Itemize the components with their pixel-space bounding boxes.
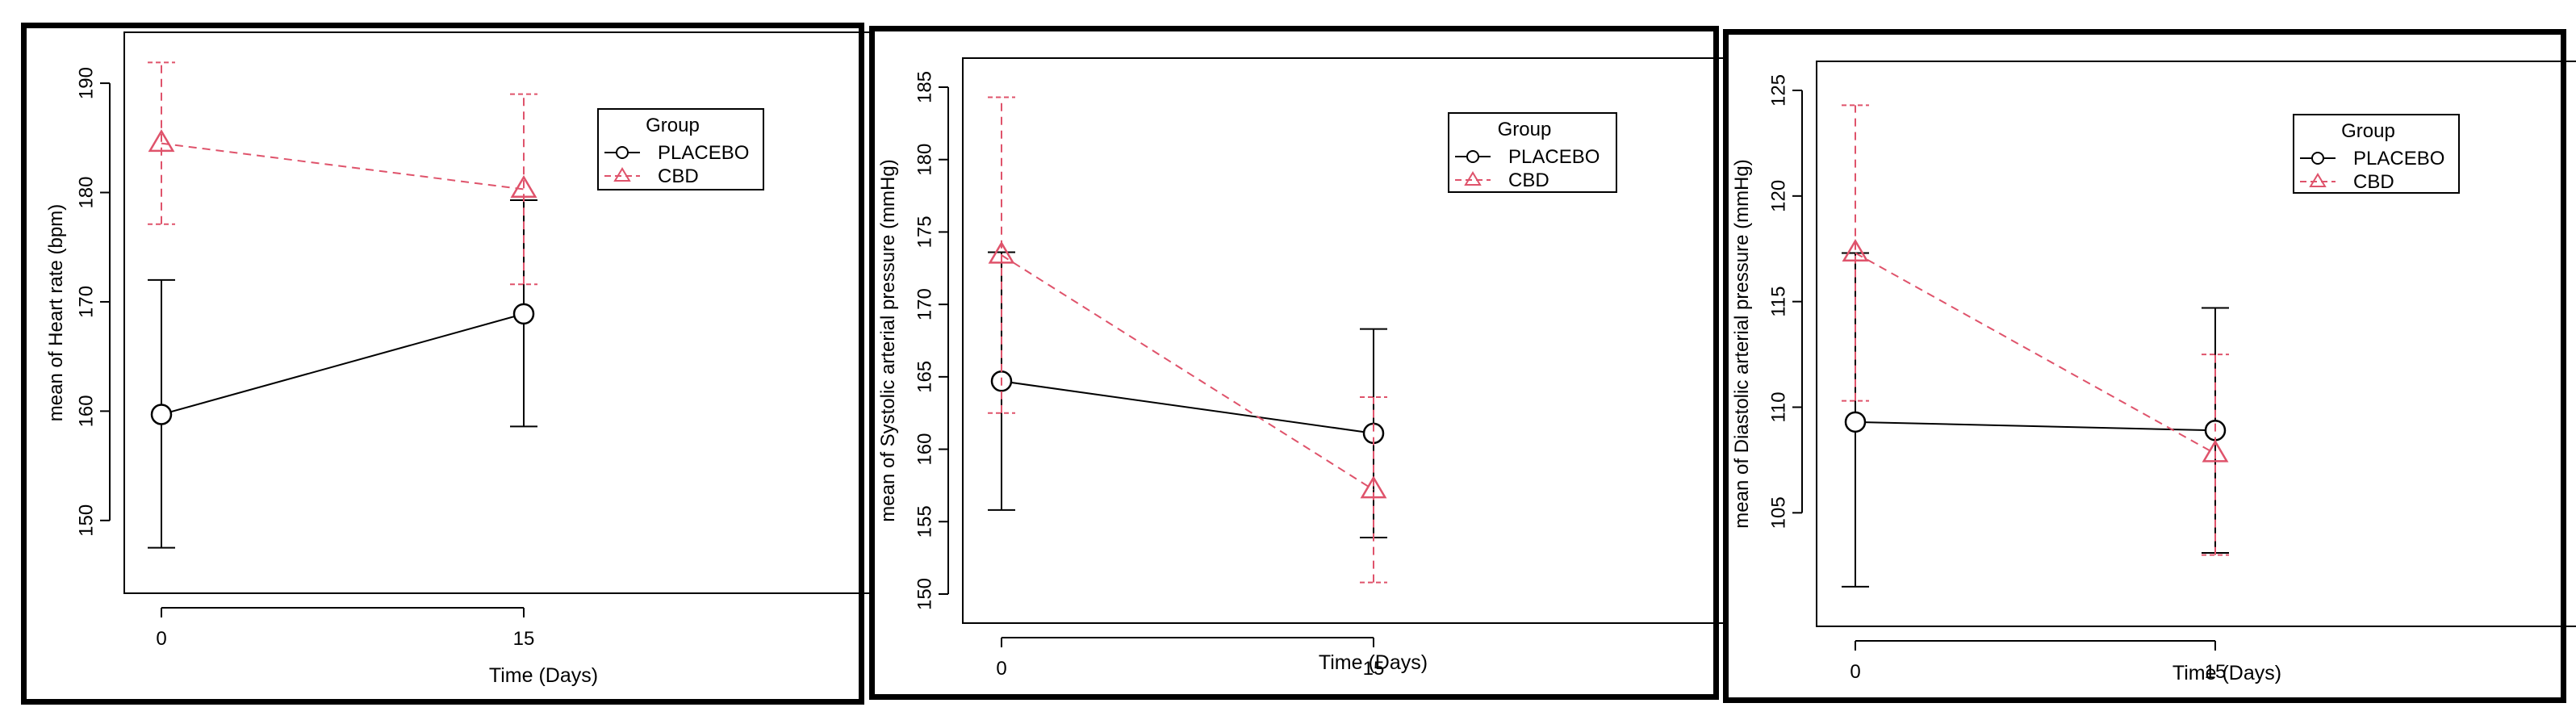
legend-label: CBD — [2353, 171, 2394, 193]
y-tick-label: 120 — [1767, 180, 1789, 212]
series-line — [161, 142, 525, 190]
y-tick-label: 180 — [75, 176, 97, 208]
y-tick-label: 180 — [914, 144, 935, 176]
chart-panel-heart-rate: 150 160 170 180 190 0 15 Time (Days) mean of Hea… — [21, 23, 964, 705]
series-line — [1855, 252, 2216, 454]
data-point-cbd — [1842, 239, 1869, 262]
x-axis-title: Time (Days) — [1319, 651, 1428, 674]
data-point-placebo — [150, 404, 173, 425]
y-axis-title: mean of Systolic arterial pressure (mmHg… — [877, 159, 899, 521]
y-tick-label: 165 — [914, 361, 935, 393]
x-tick-label: 0 — [996, 658, 1006, 680]
legend-title: Group — [646, 115, 700, 136]
y-tick-label: 105 — [1767, 496, 1789, 529]
series-line — [1001, 380, 1374, 434]
series-line — [1001, 254, 1374, 491]
legend-marker-triangle — [2309, 173, 2327, 187]
x-axis-title: Time (Days) — [2172, 662, 2281, 684]
x-tick-label: 0 — [156, 628, 166, 650]
series-line — [1855, 421, 2216, 432]
x-tick-label: 0 — [1850, 661, 1860, 683]
data-point-cbd — [988, 241, 1015, 264]
data-point-placebo — [1844, 411, 1867, 433]
y-tick-label: 160 — [75, 395, 97, 427]
x-tick-label: 15 — [513, 628, 535, 650]
legend-label: CBD — [658, 165, 699, 187]
y-tick-label: 185 — [914, 71, 935, 103]
legend-label: CBD — [1508, 169, 1549, 191]
x-tick-label: 15 — [1363, 658, 1385, 680]
legend-title: Group — [2341, 120, 2395, 142]
legend-marker-circle — [2311, 152, 2324, 165]
data-point-placebo — [512, 303, 535, 325]
y-axis-title: mean of Heart rate (bpm) — [45, 204, 67, 421]
x-tick-label: 15 — [2205, 661, 2227, 683]
legend-marker-triangle — [1464, 171, 1482, 186]
legend-label: PLACEBO — [2353, 148, 2444, 169]
y-tick-label: 175 — [914, 216, 935, 248]
plot-frame — [123, 31, 964, 594]
legend-marker-triangle — [613, 167, 631, 182]
legend-label: PLACEBO — [1508, 146, 1600, 168]
y-tick-label: 125 — [1767, 74, 1789, 107]
data-point-cbd — [148, 129, 175, 153]
chart-panel-systolic: 150 155 160 165 170 175 180 185 0 15 Time (Days) me… — [869, 26, 1784, 700]
legend-label: PLACEBO — [658, 142, 749, 164]
y-tick-label: 190 — [75, 67, 97, 99]
y-tick-label: 115 — [1767, 287, 1789, 317]
legend-marker-circle — [1466, 150, 1479, 163]
chart-panel-diastolic: 105 110 115 120 125 0 15 Time (Days) mean of Dia… — [1723, 29, 2576, 703]
y-tick-label: 170 — [914, 288, 935, 320]
y-tick-label: 160 — [914, 433, 935, 466]
series-line — [161, 312, 525, 416]
legend-title: Group — [1498, 119, 1552, 140]
legend-marker-circle — [616, 146, 629, 159]
data-point-cbd — [2202, 439, 2229, 462]
y-tick-label: 150 — [914, 578, 935, 610]
y-tick-label: 170 — [75, 286, 97, 318]
y-axis-title: mean of Diastolic arterial pressure (mmH… — [1731, 159, 1753, 528]
y-tick-label: 110 — [1767, 391, 1789, 422]
plot-frame — [1816, 61, 2576, 627]
data-point-cbd — [510, 174, 537, 199]
x-axis-title: Time (Days) — [489, 664, 598, 687]
data-point-cbd — [1360, 475, 1387, 499]
heart-rate-chart: 150 160 170 180 190 0 15 Time (Days) mean of Hea… — [45, 31, 964, 687]
y-tick-label: 150 — [75, 504, 97, 537]
y-tick-label: 155 — [914, 505, 935, 538]
